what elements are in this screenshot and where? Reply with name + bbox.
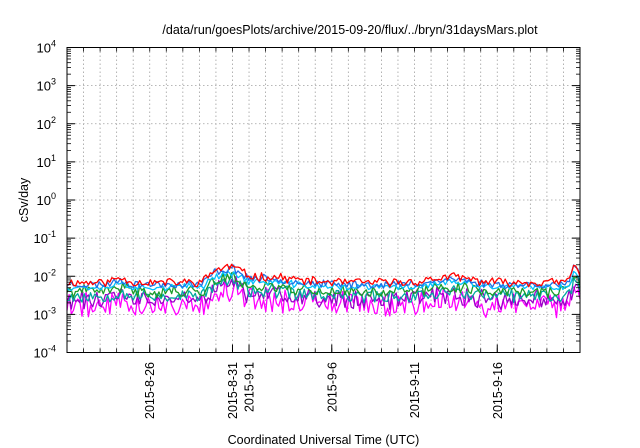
x-tick-labels: 2015-8-26 2015-8-31 2015-9-1 2015-9-6 2015-9… [143, 362, 505, 419]
y-tick-label: 102 [37, 115, 56, 132]
y-tick-label: 101 [37, 153, 56, 170]
x-axis-label: Coordinated Universal Time (UTC) [228, 433, 420, 447]
y-tick-label: 10-2 [34, 267, 56, 284]
chart-title: /data/run/goesPlots/archive/2015-09-20/f… [162, 23, 538, 37]
y-tick-label: 10-4 [34, 344, 56, 361]
x-tick-label: 2015-8-26 [143, 362, 157, 419]
y-tick-labels: 10-4 10-3 10-2 10-1 100 101 102 103 104 [34, 39, 56, 361]
series-line-green [66, 272, 581, 299]
x-tick-label: 2015-9-11 [408, 362, 422, 418]
series-line-blue [66, 264, 581, 290]
series-line-red [66, 263, 581, 288]
data-series [66, 263, 581, 319]
y-tick-label: 100 [37, 191, 56, 208]
x-tick-label: 2015-9-16 [491, 362, 505, 419]
y-tick-label: 104 [37, 39, 56, 56]
y-tick-label: 103 [37, 77, 56, 94]
x-tick-label: 2015-8-31 [226, 362, 240, 419]
x-tick-label: 2015-9-6 [325, 362, 339, 412]
axis-ticks [67, 47, 580, 353]
x-tick-label: 2015-9-1 [243, 362, 257, 412]
y-axis-label: cSv/day [17, 177, 31, 222]
series-line-cyan [66, 270, 581, 292]
y-tick-label: 10-3 [34, 305, 56, 322]
y-tick-label: 10-1 [34, 229, 56, 246]
grid-lines [67, 47, 580, 353]
